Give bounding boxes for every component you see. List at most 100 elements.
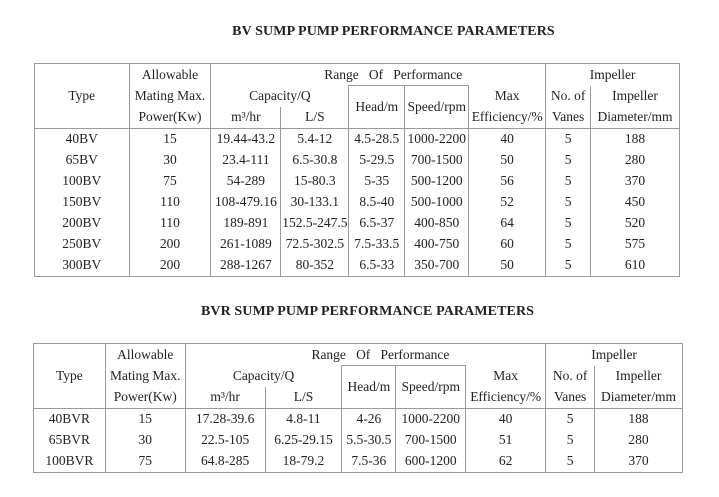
diameter-cell: 280: [590, 149, 680, 171]
head-cell: 5-35: [348, 170, 406, 192]
power-header: Power(Kw): [128, 106, 212, 129]
capacity-m3-cell: 19.44-43.2: [210, 127, 282, 150]
efficiency-header: Efficiency/%: [468, 106, 547, 129]
diameter-cell: 370: [590, 170, 680, 192]
type-header: Type: [33, 343, 106, 409]
power-cell: 15: [128, 127, 212, 150]
impeller-sub-header: Impeller: [594, 365, 683, 387]
speed-cell: 400-750: [404, 233, 470, 255]
head-header: Head/m: [348, 85, 406, 129]
efficiency-cell: 40: [465, 407, 547, 430]
speed-cell: 500-1000: [404, 191, 470, 213]
head-cell: 6.5-33: [348, 254, 406, 277]
head-header: Head/m: [341, 365, 397, 409]
head-cell: 4.5-28.5: [348, 127, 406, 150]
bvr-header: Type Allowable Range Of Performance Impe…: [33, 343, 683, 409]
diameter-cell: 450: [590, 191, 680, 213]
impeller-group-header: Impeller: [545, 343, 683, 366]
head-cell: 5.5-30.5: [341, 429, 397, 451]
table-row: 65BVR 30 22.5-105 6.25-29.15 5.5-30.5 700-150…: [33, 429, 683, 451]
power-cell: 30: [104, 429, 186, 451]
capacity-ls-header: L/S: [280, 106, 350, 129]
speed-header: Speed/rpm: [404, 85, 470, 129]
power-header: Power(Kw): [104, 386, 186, 409]
table-row: 250BV 200 261-1089 72.5-302.5 7.5-33.5 400-75…: [34, 233, 680, 255]
max-header: Max: [468, 85, 547, 107]
efficiency-cell: 60: [468, 233, 547, 255]
capacity-ls-cell: 15-80.3: [280, 170, 350, 192]
vanes-cell: 5: [545, 429, 596, 451]
power-cell: 15: [104, 407, 186, 430]
allowable-header: Allowable: [104, 343, 186, 366]
vanes-cell: 5: [545, 149, 592, 171]
capacity-m3-cell: 54-289: [210, 170, 282, 192]
speed-cell: 350-700: [404, 254, 470, 277]
capacity-ls-cell: 80-352: [280, 254, 350, 277]
capacity-ls-cell: 6.5-30.8: [280, 149, 350, 171]
table-row: 300BV 200 288-1267 80-352 6.5-33 350-700 50 5 61…: [34, 254, 680, 277]
type-cell: 200BV: [34, 212, 130, 234]
head-cell: 5-29.5: [348, 149, 406, 171]
power-cell: 200: [128, 254, 212, 277]
capacity-m3-header: m³/hr: [210, 106, 282, 129]
power-cell: 75: [128, 170, 212, 192]
vanes-cell: 5: [545, 191, 592, 213]
capacity-m3-cell: 22.5-105: [184, 429, 266, 451]
power-cell: 75: [104, 450, 186, 473]
range-word: Range: [311, 346, 346, 362]
capacity-ls-header: L/S: [264, 386, 343, 409]
type-cell: 65BVR: [33, 429, 106, 451]
performance-word: Performance: [393, 66, 463, 82]
type-header: Type: [34, 63, 130, 129]
capacity-ls-cell: 5.4-12: [280, 127, 350, 150]
of-word: Of: [368, 66, 384, 82]
capacity-m3-cell: 288-1267: [210, 254, 282, 277]
power-cell: 200: [128, 233, 212, 255]
diameter-cell: 575: [590, 233, 680, 255]
capacity-header: Capacity/Q: [210, 85, 350, 107]
power-cell: 30: [128, 149, 212, 171]
performance-word: Performance: [380, 346, 450, 362]
diameter-header: Diameter/mm: [594, 386, 683, 409]
mating-header: Mating Max.: [128, 85, 212, 107]
speed-cell: 700-1500: [404, 149, 470, 171]
efficiency-cell: 51: [465, 429, 547, 451]
allowable-header: Allowable: [128, 63, 212, 86]
bvr-rows: 40BVR 15 17.28-39.6 4.8-11 4-26 1000-2200 40 5 1…: [33, 407, 683, 473]
diameter-cell: 188: [590, 127, 680, 150]
speed-cell: 700-1500: [395, 429, 467, 451]
efficiency-cell: 50: [468, 254, 547, 277]
efficiency-cell: 50: [468, 149, 547, 171]
efficiency-header: Efficiency/%: [465, 386, 547, 409]
diameter-header: Diameter/mm: [590, 106, 680, 129]
efficiency-cell: 40: [468, 127, 547, 150]
bvr-performance-table: Type Allowable Range Of Performance Impe…: [33, 343, 683, 473]
capacity-ls-cell: 6.25-29.15: [264, 429, 343, 451]
range-of-performance-header: Range Of Performance: [210, 63, 547, 86]
type-cell: 250BV: [34, 233, 130, 255]
capacity-m3-cell: 64.8-285: [184, 450, 266, 473]
bv-header: Type Allowable Range Of Performance Impe…: [34, 63, 680, 129]
capacity-ls-cell: 72.5-302.5: [280, 233, 350, 255]
type-cell: 100BV: [34, 170, 130, 192]
capacity-ls-cell: 30-133.1: [280, 191, 350, 213]
bvr-table-title: BVR SUMP PUMP PERFORMANCE PARAMETERS: [200, 304, 535, 319]
bv-performance-table: Type Allowable Range Of Performance Impe…: [34, 63, 680, 277]
impeller-sub-header: Impeller: [590, 85, 680, 107]
impeller-group-header: Impeller: [545, 63, 680, 86]
vanes-cell: 5: [545, 170, 592, 192]
power-cell: 110: [128, 212, 212, 234]
capacity-header: Capacity/Q: [184, 365, 343, 387]
vanes-cell: 5: [545, 233, 592, 255]
vanes-header: Vanes: [545, 386, 596, 409]
no-of-header: No. of: [545, 365, 596, 387]
power-cell: 110: [128, 191, 212, 213]
capacity-m3-header: m³/hr: [184, 386, 266, 409]
bv-rows: 40BV 15 19.44-43.2 5.4-12 4.5-28.5 1000-2200 4…: [34, 127, 680, 277]
speed-cell: 1000-2200: [395, 407, 467, 430]
head-cell: 4-26: [341, 407, 397, 430]
diameter-cell: 280: [594, 429, 683, 451]
table-row: 40BV 15 19.44-43.2 5.4-12 4.5-28.5 1000-2200 4…: [34, 127, 680, 150]
head-cell: 8.5-40: [348, 191, 406, 213]
range-of-performance-header: Range Of Performance: [184, 343, 547, 366]
